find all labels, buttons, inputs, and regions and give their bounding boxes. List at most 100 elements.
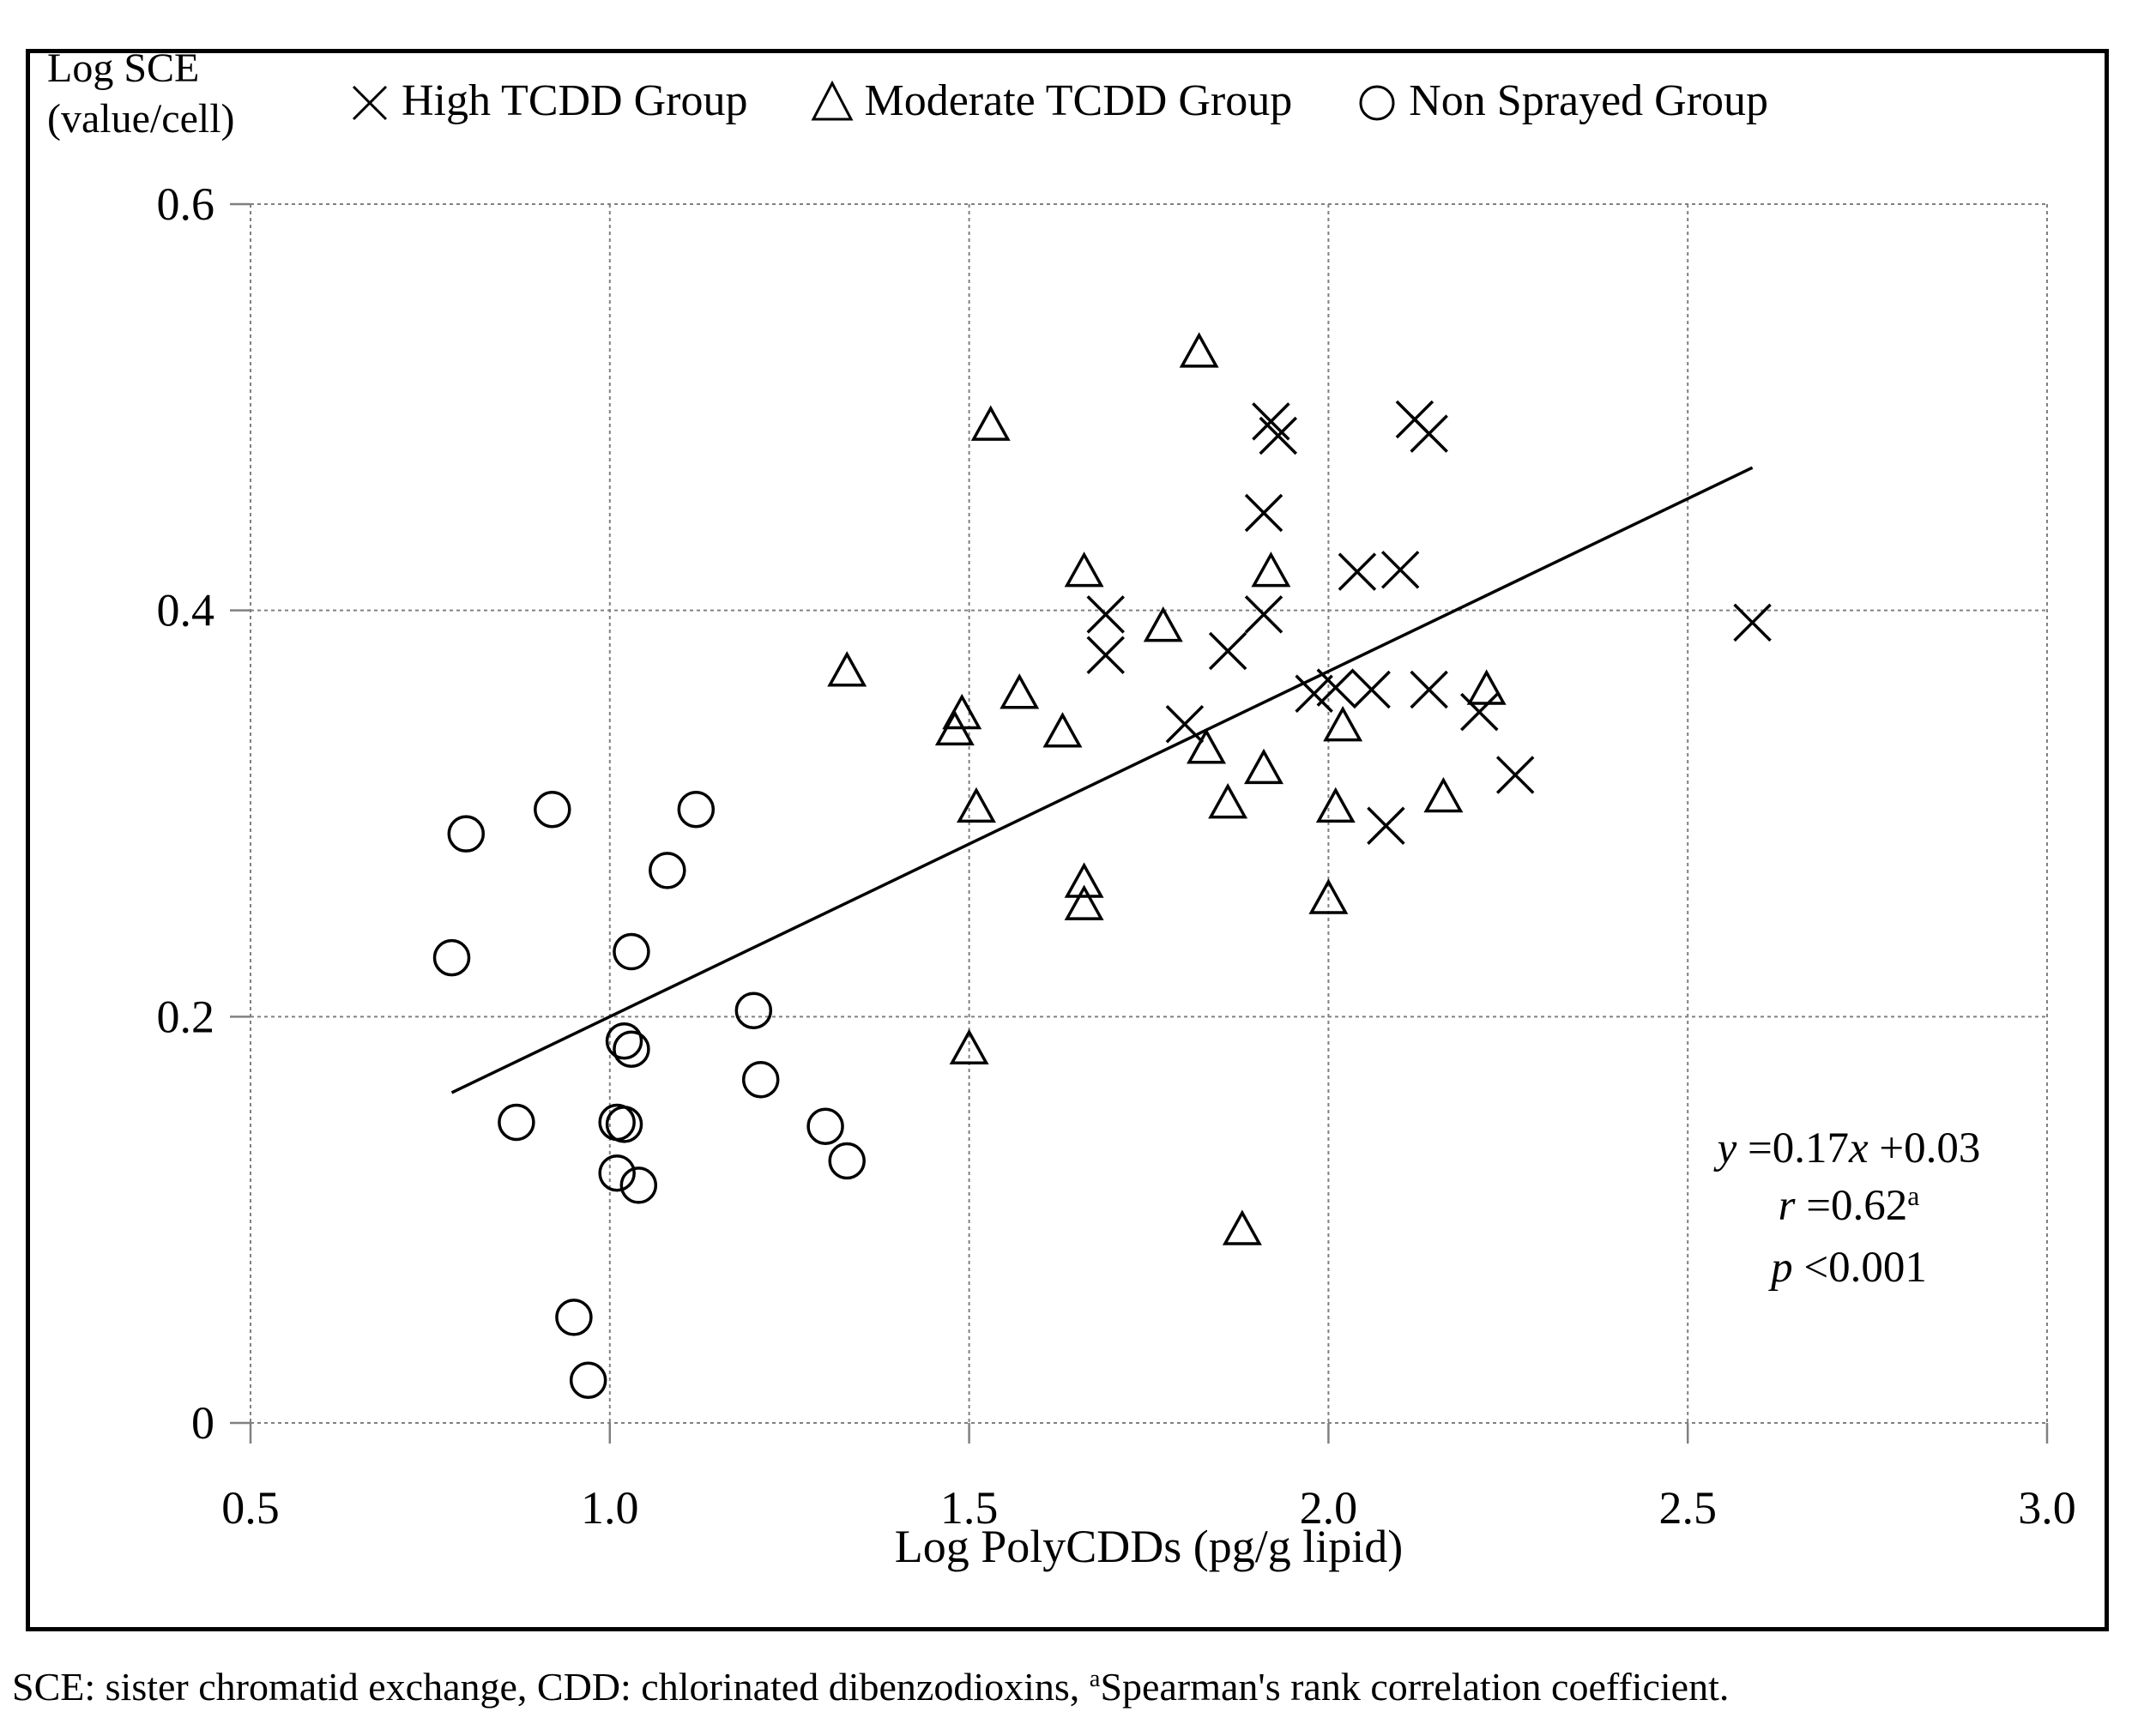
text-segment: p bbox=[1771, 1244, 1793, 1292]
high-tcdd-x-point bbox=[1086, 595, 1125, 634]
moderate-tcdd-triangle-point bbox=[934, 709, 975, 746]
high-tcdd-x-point bbox=[1733, 603, 1772, 642]
moderate-tcdd-triangle-point bbox=[1143, 606, 1183, 642]
non-sprayed-circle-point bbox=[555, 1299, 593, 1336]
y-axis-title-line1: Log SCE bbox=[47, 45, 200, 91]
high-tcdd-x-point bbox=[1244, 595, 1283, 634]
high-tcdd-x-point bbox=[1259, 416, 1298, 455]
non-sprayed-circle-point bbox=[569, 1361, 607, 1400]
moderate-tcdd-triangle-point bbox=[1000, 673, 1040, 709]
y-tick-label: 0.4 bbox=[157, 585, 215, 636]
non-sprayed-circle-point bbox=[613, 1030, 650, 1068]
non-sprayed-circle-point bbox=[498, 1103, 535, 1142]
x-marker-icon bbox=[352, 85, 388, 120]
moderate-tcdd-triangle-point bbox=[1064, 552, 1104, 588]
text-segment: =0.62 bbox=[1795, 1182, 1908, 1230]
moderate-tcdd-triangle-point bbox=[1244, 748, 1283, 785]
non-sprayed-circle-point bbox=[447, 815, 486, 853]
x-tick-label: 2.5 bbox=[1658, 1482, 1717, 1534]
y-tick-label: 0.2 bbox=[157, 991, 215, 1042]
text-segment: Spearman's rank correlation coefficient. bbox=[1100, 1665, 1730, 1709]
non-sprayed-circle-point bbox=[605, 1022, 643, 1060]
high-tcdd-x-point bbox=[1410, 670, 1448, 709]
high-tcdd-x-point bbox=[1252, 402, 1290, 441]
y-tick-label: 0 bbox=[191, 1397, 214, 1449]
x-tick-label: 0.5 bbox=[221, 1482, 280, 1534]
superscript-note-marker: a bbox=[1089, 1666, 1101, 1693]
high-tcdd-x-point bbox=[1460, 692, 1499, 732]
high-tcdd-x-point bbox=[1495, 756, 1535, 794]
non-sprayed-circle-point bbox=[613, 932, 650, 971]
triangle-marker-icon bbox=[812, 80, 854, 120]
annotation-line: y =0.17x +0.03 bbox=[1673, 1120, 2025, 1178]
high-tcdd-x-point bbox=[1165, 705, 1205, 744]
non-sprayed-circle-point bbox=[734, 992, 773, 1029]
moderate-tcdd-triangle-point bbox=[1308, 878, 1349, 914]
y-axis-title: Log SCE (value/cell) bbox=[47, 43, 235, 144]
moderate-tcdd-triangle-point bbox=[1323, 706, 1363, 742]
high-tcdd-x-point bbox=[1380, 551, 1420, 589]
moderate-tcdd-triangle-point bbox=[1466, 669, 1507, 705]
y-tick-label: 0.6 bbox=[157, 178, 215, 230]
figure-caption: SCE: sister chromatid exchange, CDD: chl… bbox=[12, 1664, 1729, 1709]
moderate-tcdd-triangle-point bbox=[949, 1028, 989, 1064]
moderate-tcdd-triangle-point bbox=[970, 405, 1011, 441]
text-segment: x bbox=[1849, 1124, 1869, 1172]
moderate-tcdd-triangle-point bbox=[1423, 776, 1464, 813]
text-segment: =0.17 bbox=[1736, 1124, 1849, 1172]
high-tcdd-x-point bbox=[1086, 636, 1125, 675]
legend-item-label: High TCDD Group bbox=[402, 76, 748, 125]
high-tcdd-x-point bbox=[1208, 631, 1247, 671]
moderate-tcdd-triangle-point bbox=[1187, 728, 1226, 764]
x-tick-label: 1.0 bbox=[581, 1482, 639, 1534]
x-axis-label: Log PolyCDDs (pg/g lipid) bbox=[894, 1521, 1404, 1572]
circle-marker-icon bbox=[1359, 85, 1395, 120]
x-tick-label: 1.5 bbox=[940, 1482, 999, 1534]
superscript-note-marker: a bbox=[1907, 1180, 1920, 1211]
non-sprayed-circle-point bbox=[605, 1106, 643, 1143]
moderate-tcdd-triangle-point bbox=[1315, 787, 1356, 823]
non-sprayed-circle-point bbox=[649, 852, 686, 889]
text-segment: <0.001 bbox=[1792, 1244, 1927, 1292]
high-tcdd-x-point bbox=[1295, 674, 1333, 714]
high-tcdd-x-point bbox=[1367, 806, 1405, 845]
non-sprayed-circle-point bbox=[598, 1154, 636, 1192]
annotation-line: p <0.001 bbox=[1673, 1239, 2025, 1297]
annotation-line: r =0.62a bbox=[1673, 1178, 2025, 1239]
regression-annotation: y =0.17x +0.03 r =0.62a p <0.001 bbox=[1673, 1120, 2025, 1297]
non-sprayed-circle-point bbox=[534, 791, 571, 829]
text-segment: y bbox=[1717, 1124, 1737, 1172]
text-segment: r bbox=[1778, 1182, 1796, 1230]
high-tcdd-x-point bbox=[1338, 552, 1377, 591]
legend-item-non-sprayed-group: Non Sprayed Group bbox=[1356, 75, 1768, 126]
legend-item-label: Non Sprayed Group bbox=[1409, 76, 1769, 125]
moderate-tcdd-triangle-point bbox=[1179, 332, 1219, 368]
high-tcdd-x-point bbox=[1244, 493, 1283, 533]
non-sprayed-circle-point bbox=[828, 1142, 866, 1180]
non-sprayed-circle-point bbox=[432, 938, 471, 977]
non-sprayed-circle-point bbox=[619, 1166, 658, 1204]
moderate-tcdd-triangle-point bbox=[1208, 783, 1248, 819]
non-sprayed-circle-point bbox=[741, 1061, 780, 1099]
moderate-tcdd-triangle-point bbox=[1251, 552, 1291, 588]
x-tick-label: 3.0 bbox=[2018, 1482, 2076, 1534]
moderate-tcdd-triangle-point bbox=[1064, 862, 1104, 898]
text-segment: +0.03 bbox=[1868, 1124, 1981, 1172]
regression-line bbox=[450, 466, 1754, 1094]
legend: High TCDD Group Moderate TCDD Group Non Sp… bbox=[348, 75, 1768, 126]
legend-item-high-tcdd-group: High TCDD Group bbox=[348, 75, 747, 126]
non-sprayed-circle-point bbox=[806, 1107, 844, 1145]
text-segment: SCE: sister chromatid exchange, CDD: chl… bbox=[12, 1665, 1090, 1709]
moderate-tcdd-triangle-point bbox=[827, 651, 867, 687]
non-sprayed-circle-point bbox=[677, 791, 716, 829]
high-tcdd-x-point bbox=[1410, 414, 1448, 453]
moderate-tcdd-triangle-point bbox=[1064, 884, 1104, 920]
legend-item-label: Moderate TCDD Group bbox=[864, 76, 1293, 125]
moderate-tcdd-triangle-point bbox=[1222, 1209, 1262, 1245]
high-tcdd-x-point bbox=[1352, 670, 1391, 709]
moderate-tcdd-triangle-point bbox=[1042, 712, 1083, 748]
figure-border bbox=[26, 49, 2109, 1631]
high-tcdd-x-point bbox=[1316, 668, 1356, 707]
